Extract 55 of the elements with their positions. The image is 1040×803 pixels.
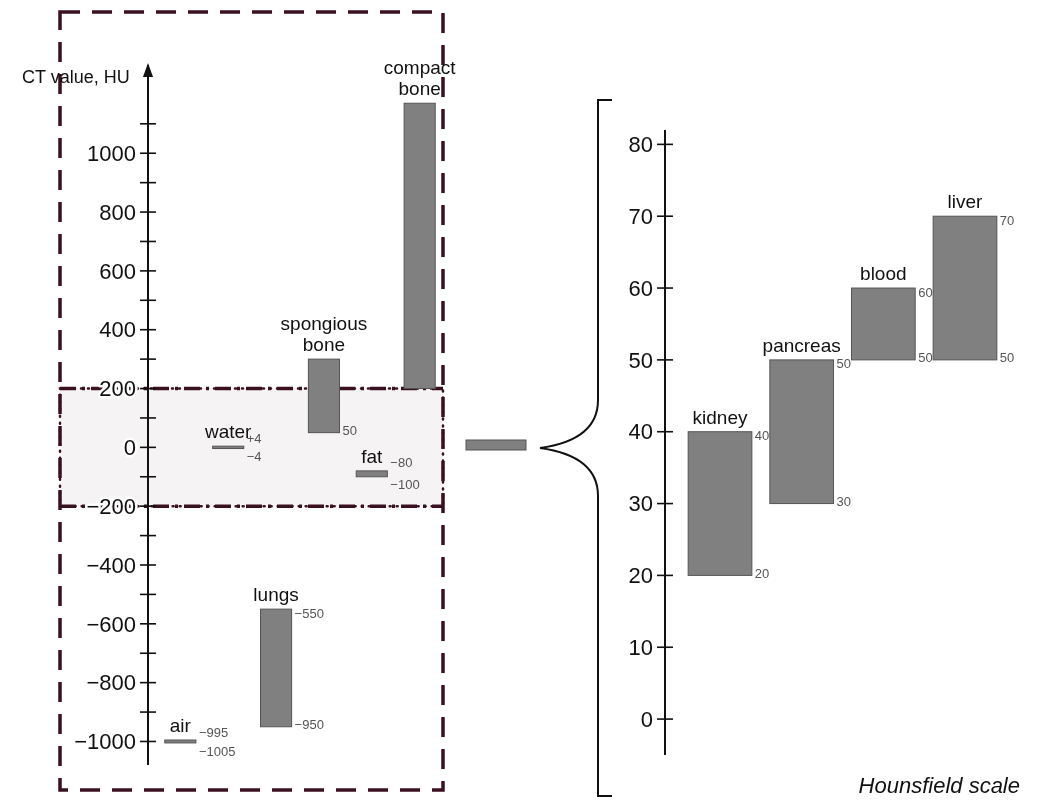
annotation: −100 (390, 477, 420, 493)
bar (403, 102, 436, 390)
x-tick-label: liver (947, 191, 984, 213)
annotation: 20 (754, 566, 770, 581)
annotation: 50 (836, 356, 851, 372)
bar (212, 445, 245, 450)
bar (687, 431, 753, 576)
x-tick-label: fat (361, 445, 384, 467)
x-tick-label: compact bone (383, 57, 457, 100)
y-tick-label: 600 (99, 258, 136, 284)
annotation: −550 (294, 605, 324, 621)
text: Hounsfield scale (858, 773, 1020, 798)
y-tick-label: 0 (640, 706, 653, 732)
y-tick-label: 70 (628, 203, 653, 229)
y-tick-label: 800 (99, 199, 136, 225)
y-tick-label: −1000 (74, 729, 136, 755)
y-axis-title: CT value, HU (22, 67, 130, 87)
x-tick-label: spongious bone (280, 313, 368, 356)
annotation: 50 (342, 423, 357, 439)
y-tick-label: −400 (86, 552, 136, 578)
y-tick-label: 60 (628, 275, 653, 301)
annotation: 30 (836, 494, 851, 510)
y-tick-label: 400 (99, 317, 136, 343)
x-tick-label: kidney (692, 406, 748, 428)
annotation: 40 (754, 428, 770, 444)
bar (260, 608, 293, 728)
bar (850, 287, 916, 361)
bar (164, 739, 197, 744)
x-tick-label: blood (860, 263, 907, 285)
y-tick-label: −800 (86, 670, 136, 696)
y-tick-label: 1000 (87, 140, 136, 166)
y-tick-label: −600 (86, 611, 136, 637)
annotation: −80 (390, 455, 413, 471)
annotation: −1005 (198, 743, 236, 759)
x-tick-label: lungs (253, 584, 299, 606)
bar (769, 359, 835, 505)
x-tick-label: pancreas (762, 334, 841, 356)
y-tick-label: 0 (123, 435, 136, 461)
y-tick-label: 80 (628, 132, 653, 158)
bar (932, 215, 998, 361)
y-tick-label: 20 (628, 563, 653, 589)
annotation: 70 (999, 212, 1015, 228)
annotation: −995 (198, 724, 229, 740)
y-tick-label: 30 (628, 491, 653, 517)
annotation: 60 (918, 284, 933, 300)
annotation: −4 (246, 449, 262, 465)
y-tick-label: 40 (628, 419, 653, 445)
bar (307, 358, 340, 434)
annotation: 50 (918, 350, 933, 366)
annotation: 50 (999, 350, 1015, 366)
y-tick-label: 50 (628, 347, 653, 373)
y-tick-label: 10 (628, 634, 653, 660)
bar (355, 470, 388, 478)
x-tick-label: air (169, 715, 192, 736)
annotation: −950 (294, 717, 324, 733)
